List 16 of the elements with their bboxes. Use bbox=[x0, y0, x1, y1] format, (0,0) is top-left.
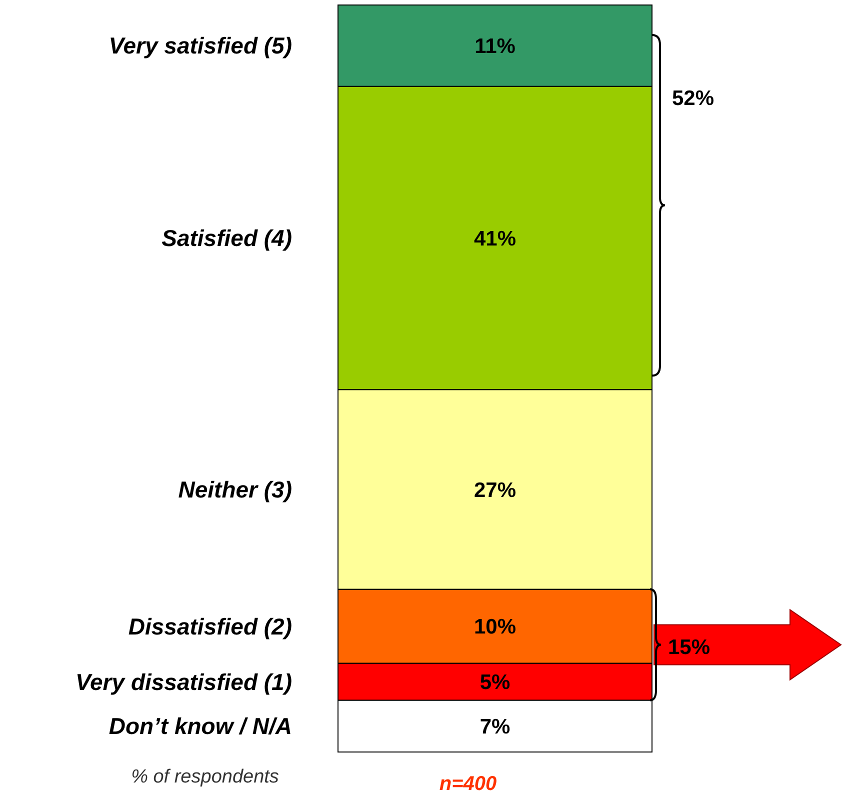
text: n=400 bbox=[439, 773, 497, 793]
data-label: 11% bbox=[474, 35, 516, 58]
data-label: 41% bbox=[474, 227, 516, 250]
series-label: Dissatisfied (2) bbox=[128, 613, 292, 640]
series-label: Satisfied (4) bbox=[162, 225, 292, 252]
text: 15% bbox=[668, 636, 710, 660]
data-label: 10% bbox=[474, 616, 516, 639]
text: % of respondents bbox=[131, 766, 280, 788]
text: 52% bbox=[672, 87, 714, 110]
data-label: 27% bbox=[474, 478, 516, 502]
series-label: Very dissatisfied (1) bbox=[76, 668, 292, 695]
series-label: Neither (3) bbox=[178, 476, 292, 502]
data-label: 5% bbox=[480, 671, 510, 694]
series-label: Don’t know / N/A bbox=[108, 713, 292, 740]
series-label: Very satisfied (5) bbox=[108, 32, 292, 59]
data-label: 7% bbox=[480, 715, 510, 738]
